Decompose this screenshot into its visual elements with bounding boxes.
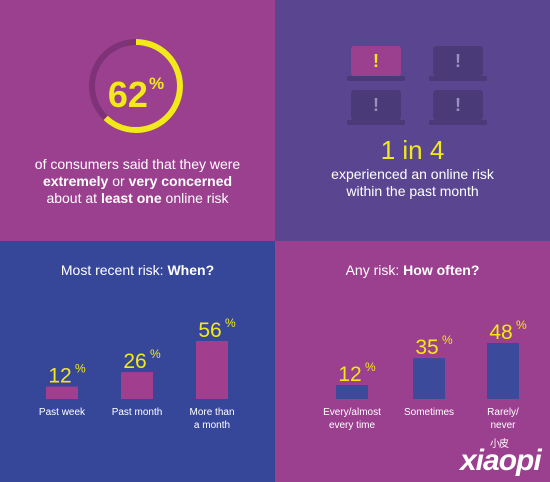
category-label: every time bbox=[329, 420, 376, 431]
data-label-unit: % bbox=[225, 316, 236, 330]
category-label: a month bbox=[194, 420, 230, 431]
bar bbox=[196, 341, 228, 399]
concern-about-at: about at bbox=[46, 190, 101, 206]
chart-title-when: Most recent risk: When? bbox=[0, 261, 275, 279]
category-label: Past week bbox=[39, 407, 86, 418]
bar bbox=[46, 386, 78, 399]
how-often-bar-chart: 12 % Every/almost every time 35 % Sometimes 48%… bbox=[323, 318, 527, 431]
category-label: Past month bbox=[112, 407, 163, 418]
concern-bold-very-concerned: very concerned bbox=[128, 173, 233, 189]
bar bbox=[487, 343, 519, 399]
bar bbox=[336, 385, 368, 399]
data-label: 12 bbox=[338, 363, 361, 386]
experienced-line-1: experienced an online risk bbox=[331, 166, 494, 182]
data-label: 12 bbox=[48, 365, 71, 388]
concern-bold-least-one: least one bbox=[100, 190, 162, 206]
warning-glyph: ! bbox=[455, 51, 461, 71]
bar bbox=[413, 358, 445, 399]
experienced-line-2: within the past month bbox=[346, 183, 479, 199]
concern-online-risk: online risk bbox=[161, 190, 229, 206]
data-label-unit: % bbox=[516, 318, 527, 332]
data-label: 56 bbox=[198, 319, 221, 342]
warning-glyph: ! bbox=[455, 95, 461, 115]
concern-line-1: of consumers said that they were bbox=[34, 156, 241, 172]
laptop-warning-icon: ! bbox=[429, 90, 487, 126]
one-in-four-stat: 1 in 4 bbox=[380, 135, 445, 165]
data-label-unit: % bbox=[442, 333, 453, 347]
category-label: More than bbox=[189, 407, 234, 418]
category-label: Rarely/ bbox=[487, 407, 519, 418]
chart-title-prefix: Most recent risk: bbox=[60, 262, 168, 278]
data-label: 48 bbox=[489, 321, 512, 344]
watermark-main: xiaopi bbox=[460, 444, 542, 477]
experienced-description: experienced an online risk within the pa… bbox=[275, 166, 550, 200]
category-label: Sometimes bbox=[404, 407, 454, 418]
panel-concern: 62% of consumers said that they were ext… bbox=[0, 0, 275, 241]
concern-description: of consumers said that they were extreme… bbox=[10, 156, 265, 207]
percent-ring bbox=[89, 39, 183, 133]
watermark-logo: 小皮 xiaopi bbox=[460, 439, 550, 482]
concern-percent: 62% bbox=[86, 62, 186, 117]
bar bbox=[121, 372, 153, 399]
chart-title-bold: When? bbox=[167, 262, 215, 278]
data-label-unit: % bbox=[150, 347, 161, 361]
chart-title-bold: How often? bbox=[403, 262, 480, 278]
chart-title-prefix: Any risk: bbox=[345, 262, 404, 278]
laptop-warning-icon: ! bbox=[347, 46, 405, 82]
percent-sign: % bbox=[148, 74, 165, 93]
laptop-warning-icon: ! bbox=[347, 90, 405, 126]
concern-bold-extremely: extremely bbox=[42, 173, 109, 189]
panel-how-often-chart: Any risk: How often? 12% Every/almost ever… bbox=[275, 241, 550, 482]
panel-when-chart: Most recent risk: When? 12% Past week 26% P… bbox=[0, 241, 275, 482]
when-bar-chart: 12 % Past week 26 % Past month 56 % More than a m… bbox=[39, 316, 236, 431]
percent-value: 62 bbox=[107, 74, 148, 115]
category-label: Every/almost bbox=[323, 407, 381, 418]
laptop-warning-icon: ! bbox=[429, 46, 487, 82]
warning-glyph: ! bbox=[373, 51, 379, 71]
data-label-unit: % bbox=[365, 360, 376, 374]
chart-title-how-often: Any risk: How often? bbox=[275, 261, 550, 279]
watermark-small: 小皮 bbox=[490, 439, 509, 450]
data-label: 35 bbox=[415, 336, 438, 359]
category-label: never bbox=[490, 420, 516, 431]
panel-one-in-four: ! ! ! ! 1 in 4 experienced an online ris… bbox=[275, 0, 550, 241]
concern-or: or bbox=[108, 173, 129, 189]
ring-progress-arc bbox=[89, 39, 183, 133]
data-label-unit: % bbox=[75, 362, 86, 376]
warning-glyph: ! bbox=[373, 95, 379, 115]
data-label: 26 bbox=[123, 350, 146, 373]
